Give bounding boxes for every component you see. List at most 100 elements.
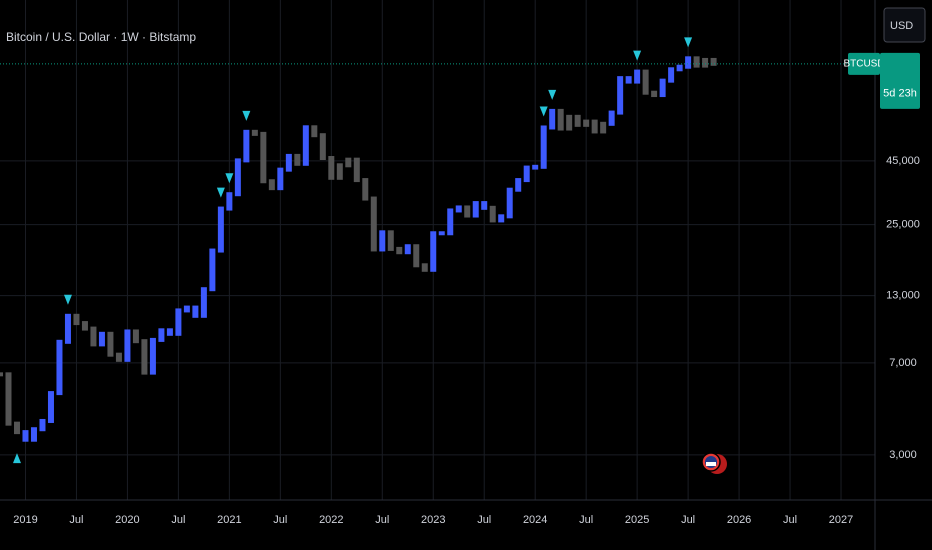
marks <box>0 37 717 464</box>
currency-label[interactable]: USD <box>890 20 913 32</box>
price-bar <box>64 313 71 344</box>
x-tick-label: Jul <box>477 514 491 526</box>
price-bar <box>489 205 496 223</box>
signal-down <box>225 173 234 184</box>
price-bar <box>370 196 377 252</box>
price-bar <box>481 201 488 210</box>
x-tick-label: 2023 <box>421 514 445 526</box>
price-bar <box>387 230 394 251</box>
x-tick-label: 2026 <box>727 514 751 526</box>
price-bar <box>5 372 12 426</box>
price-bar <box>115 352 122 362</box>
price-bar <box>498 214 505 223</box>
price-bar <box>141 339 148 375</box>
price-bar <box>532 164 539 170</box>
price-bar <box>617 76 624 115</box>
signal-down <box>63 294 72 305</box>
price-bar <box>634 69 641 84</box>
y-tick-label: 3,000 <box>889 449 917 461</box>
price-bar <box>379 230 386 252</box>
price-bar <box>447 208 454 236</box>
price-bar <box>421 263 428 272</box>
price-bar <box>260 131 267 184</box>
price-bar <box>506 187 513 219</box>
event-icon[interactable] <box>701 452 727 474</box>
price-bar <box>430 231 437 272</box>
price-bar <box>175 308 182 336</box>
x-tick-label: Jul <box>579 514 593 526</box>
price-bar <box>200 287 207 318</box>
currency-button[interactable] <box>883 7 926 43</box>
price-bar <box>132 329 139 344</box>
price-bar <box>294 153 301 166</box>
price-bar <box>540 125 547 169</box>
price-bar <box>192 305 199 318</box>
price-tag <box>880 52 920 109</box>
countdown: 5d 23h <box>883 88 917 100</box>
price-bar <box>81 321 88 331</box>
price-bar <box>693 56 700 68</box>
price-bar <box>455 205 462 213</box>
price-bar <box>413 244 420 268</box>
x-tick-label: 2022 <box>319 514 343 526</box>
x-tick-label: 2024 <box>523 514 547 526</box>
price-bar <box>149 337 156 375</box>
symbol-label: BTCUSD <box>843 58 884 69</box>
price-bar <box>710 57 717 66</box>
signal-down <box>539 106 548 117</box>
price-bar <box>47 391 54 423</box>
price-bar <box>574 114 581 127</box>
price-bar <box>566 114 573 131</box>
price-bar <box>251 129 258 136</box>
signal-down <box>216 187 225 198</box>
price-bar <box>583 119 590 127</box>
y-tick-label: 25,000 <box>886 219 920 231</box>
price-bar <box>362 178 369 201</box>
price-bar <box>404 244 411 255</box>
price-bar <box>625 76 632 84</box>
price-bar <box>311 125 318 138</box>
price-bar <box>166 328 173 336</box>
price-bar <box>702 57 709 68</box>
price-bar <box>209 248 216 292</box>
signal-down <box>548 89 557 100</box>
price-bar <box>277 167 284 191</box>
price-bar <box>243 129 250 163</box>
price-bar <box>73 313 80 326</box>
price-bar <box>56 339 63 396</box>
price-bar <box>234 158 241 197</box>
price-bar <box>668 67 675 83</box>
x-tick-label: Jul <box>783 514 797 526</box>
signal-down <box>633 50 642 61</box>
price-bar <box>183 305 190 313</box>
x-tick-label: Jul <box>171 514 185 526</box>
price-bar <box>651 90 658 98</box>
signal-up <box>12 453 21 464</box>
price-bar <box>107 331 114 357</box>
price-bar <box>124 329 131 362</box>
price-bar <box>268 179 275 191</box>
price-bar <box>472 201 479 218</box>
price-bar <box>226 192 233 211</box>
price-bar <box>685 56 692 69</box>
price-bar <box>591 119 598 134</box>
price-bar <box>464 205 471 218</box>
chart-title: Bitcoin / U.S. Dollar · 1W · Bitstamp <box>6 30 196 44</box>
signal-down <box>242 110 251 121</box>
price-bar <box>22 430 29 442</box>
price-bar <box>30 427 37 442</box>
x-tick-label: 2020 <box>115 514 139 526</box>
price-bar <box>302 125 309 166</box>
price-bar <box>98 331 105 347</box>
price-bar <box>515 178 522 192</box>
x-tick-label: Jul <box>69 514 83 526</box>
price-bar <box>285 153 292 172</box>
price-bar <box>13 421 20 435</box>
price-bar <box>353 157 360 183</box>
price-bar <box>90 326 97 347</box>
price-bar <box>336 163 343 180</box>
y-tick-label: 13,000 <box>886 290 920 302</box>
price-bar <box>676 64 683 72</box>
x-tick-label: 2025 <box>625 514 649 526</box>
